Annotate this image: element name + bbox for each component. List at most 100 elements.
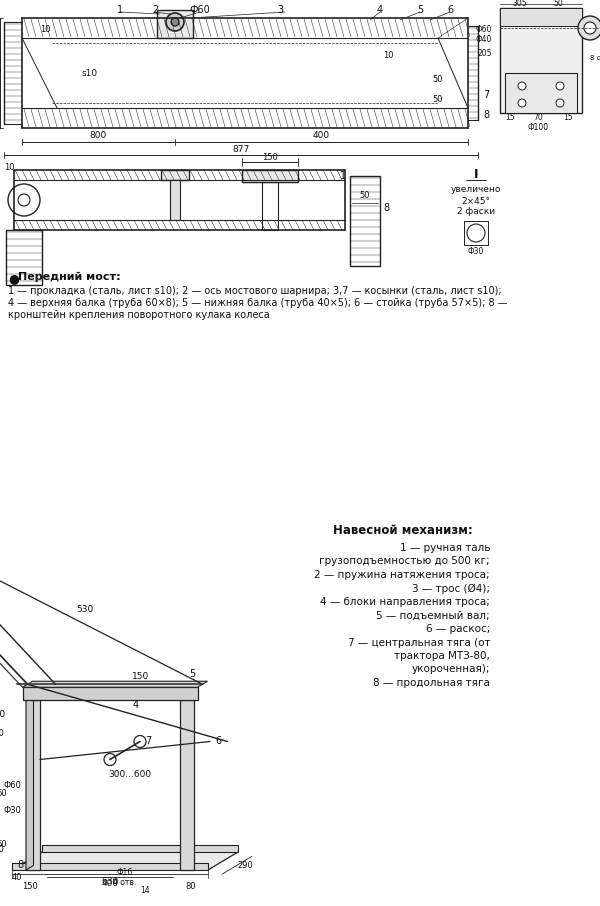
Text: 40: 40 xyxy=(12,873,22,882)
Text: 80: 80 xyxy=(185,882,196,891)
Circle shape xyxy=(104,754,116,766)
Text: 5: 5 xyxy=(190,670,196,680)
Text: 10: 10 xyxy=(40,25,50,34)
Text: 2 фаски: 2 фаски xyxy=(457,207,495,217)
Text: Ф16: Ф16 xyxy=(117,868,133,877)
Text: 800: 800 xyxy=(90,131,107,140)
Circle shape xyxy=(518,99,526,107)
Text: 205: 205 xyxy=(478,49,492,57)
Circle shape xyxy=(518,82,526,90)
Polygon shape xyxy=(180,700,194,870)
Text: 60: 60 xyxy=(0,789,7,798)
Text: Ф40: Ф40 xyxy=(476,35,492,44)
Circle shape xyxy=(134,736,146,747)
Text: 4 — верхняя балка (труба 60×8); 5 — нижняя балка (труба 40×5); 6 — стойка (труба: 4 — верхняя балка (труба 60×8); 5 — нижн… xyxy=(8,298,508,308)
Text: 350: 350 xyxy=(0,729,4,738)
Text: 630: 630 xyxy=(101,877,119,886)
Text: Ф60: Ф60 xyxy=(3,780,21,789)
Text: 60: 60 xyxy=(0,840,7,849)
Text: трактора МТЗ-80,: трактора МТЗ-80, xyxy=(394,651,490,661)
Text: 2: 2 xyxy=(152,5,158,15)
Text: 8: 8 xyxy=(383,203,389,213)
Bar xyxy=(161,170,189,180)
Text: 8 — продольная тяга: 8 — продольная тяга xyxy=(373,678,490,688)
Bar xyxy=(505,73,577,113)
Text: грузоподъемностью до 500 кг;: грузоподъемностью до 500 кг; xyxy=(319,556,490,566)
Text: 50: 50 xyxy=(432,95,443,104)
Text: 8: 8 xyxy=(17,860,23,870)
Circle shape xyxy=(467,224,485,242)
Text: 6 — раскос;: 6 — раскос; xyxy=(425,624,490,634)
Text: 7: 7 xyxy=(145,737,151,747)
Text: 1: 1 xyxy=(117,5,123,15)
Text: 4 отв.: 4 отв. xyxy=(113,879,137,887)
Bar xyxy=(500,8,582,26)
Text: 14: 14 xyxy=(140,886,150,895)
Circle shape xyxy=(171,18,179,26)
Text: Ф30: Ф30 xyxy=(468,246,484,255)
Circle shape xyxy=(556,82,564,90)
Text: 6: 6 xyxy=(215,737,221,747)
Text: Передний мост:: Передний мост: xyxy=(18,272,121,282)
Circle shape xyxy=(166,13,184,31)
Text: 5 — подъемный вал;: 5 — подъемный вал; xyxy=(376,611,490,621)
Text: 7: 7 xyxy=(483,90,489,100)
Bar xyxy=(6,230,42,285)
Text: 300...600: 300...600 xyxy=(109,770,152,779)
Text: 4 — блоки направления троса;: 4 — блоки направления троса; xyxy=(320,597,490,607)
Text: 877: 877 xyxy=(232,144,250,153)
Text: 290: 290 xyxy=(237,861,253,870)
Polygon shape xyxy=(26,700,40,870)
Text: 530: 530 xyxy=(76,605,94,614)
Bar xyxy=(500,8,582,113)
Text: 350: 350 xyxy=(0,844,4,853)
Text: 150: 150 xyxy=(262,152,278,161)
Circle shape xyxy=(18,194,30,206)
Text: 6: 6 xyxy=(447,5,453,15)
Text: 4: 4 xyxy=(133,699,139,710)
Text: 8: 8 xyxy=(483,110,489,120)
Text: Навесной механизм:: Навесной механизм: xyxy=(333,524,473,536)
Text: 50: 50 xyxy=(432,75,443,84)
Bar xyxy=(170,180,180,220)
Text: укороченная);: укороченная); xyxy=(412,664,490,674)
Bar xyxy=(157,10,193,38)
Polygon shape xyxy=(12,863,208,870)
Text: Ф60: Ф60 xyxy=(476,25,492,34)
Polygon shape xyxy=(42,845,238,852)
Text: 400: 400 xyxy=(313,131,330,140)
Text: 7 — центральная тяга (от: 7 — центральная тяга (от xyxy=(347,638,490,648)
Circle shape xyxy=(578,16,600,40)
Text: 1 — прокладка (сталь, лист s10); 2 — ось мостового шарнира; 3,7 — косынки (сталь: 1 — прокладка (сталь, лист s10); 2 — ось… xyxy=(8,286,502,296)
Circle shape xyxy=(556,99,564,107)
Circle shape xyxy=(584,22,596,34)
Text: 3: 3 xyxy=(277,5,283,15)
Text: Ф57: Ф57 xyxy=(0,69,2,78)
Polygon shape xyxy=(12,852,238,870)
Text: 120: 120 xyxy=(0,709,6,718)
Bar xyxy=(242,170,298,182)
Text: 50: 50 xyxy=(360,191,370,200)
Text: 10: 10 xyxy=(383,52,393,61)
Polygon shape xyxy=(26,696,34,870)
Circle shape xyxy=(8,184,40,216)
Text: s10: s10 xyxy=(82,69,98,78)
Text: 2×45°: 2×45° xyxy=(461,197,491,206)
Text: 4: 4 xyxy=(377,5,383,15)
Text: Ф60: Ф60 xyxy=(190,5,211,15)
Text: 3 — трос (Ø4);: 3 — трос (Ø4); xyxy=(412,583,490,593)
Bar xyxy=(350,176,380,266)
Polygon shape xyxy=(23,681,208,688)
Text: 1 — ручная таль: 1 — ручная таль xyxy=(400,543,490,553)
Text: 150: 150 xyxy=(132,671,149,680)
Bar xyxy=(464,221,488,245)
Text: 70: 70 xyxy=(533,113,543,122)
Text: 400: 400 xyxy=(101,880,119,888)
Text: 50: 50 xyxy=(553,0,563,7)
Text: кронштейн крепления поворотного кулака колеса: кронштейн крепления поворотного кулака к… xyxy=(8,310,270,320)
Text: 10: 10 xyxy=(4,163,14,172)
Text: ●: ● xyxy=(8,272,19,285)
Text: 5: 5 xyxy=(417,5,423,15)
Text: 15: 15 xyxy=(505,113,515,122)
Text: Ф30: Ф30 xyxy=(3,806,21,815)
